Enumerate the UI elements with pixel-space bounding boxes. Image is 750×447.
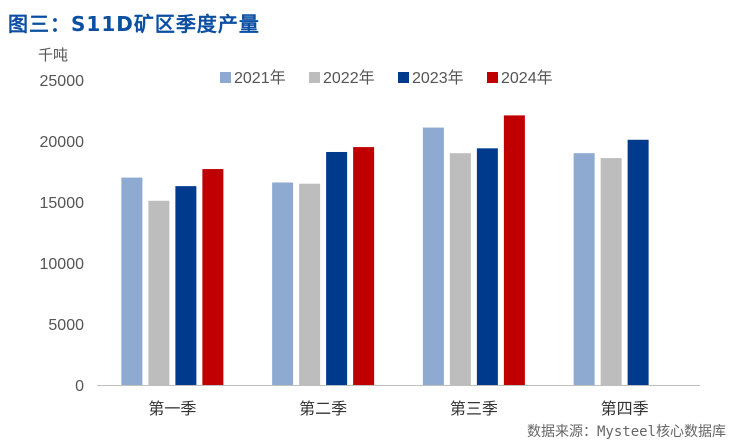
bar: [272, 182, 294, 385]
bar: [573, 153, 595, 385]
x-category-label: 第四季: [601, 399, 649, 418]
bar: [353, 147, 375, 385]
legend-label: 2021年: [234, 69, 286, 87]
legend-swatch: [398, 72, 409, 83]
bar: [326, 151, 348, 385]
bar: [600, 158, 622, 385]
bar: [202, 169, 224, 385]
x-category-label: 第二季: [299, 399, 347, 418]
source-note: 数据来源：Mysteel核心数据库: [526, 424, 726, 440]
y-tick-label: 20000: [40, 134, 85, 151]
bar: [503, 115, 525, 385]
y-tick-label: 15000: [40, 195, 85, 212]
bar: [175, 186, 197, 385]
bar: [121, 177, 143, 385]
y-tick-label: 0: [75, 378, 84, 395]
bar: [422, 127, 444, 385]
x-category-label: 第一季: [148, 399, 196, 418]
legend-label: 2024年: [501, 69, 553, 87]
y-axis-unit: 千吨: [38, 46, 69, 64]
x-category-label: 第三季: [450, 399, 498, 418]
chart-title: 图三：S11D矿区季度产量: [8, 12, 260, 36]
bar: [476, 148, 498, 385]
y-tick-label: 25000: [40, 73, 85, 90]
bar: [627, 139, 649, 385]
bar: [299, 183, 321, 385]
legend-swatch: [487, 72, 498, 83]
y-tick-label: 5000: [48, 317, 84, 334]
legend-label: 2022年: [323, 69, 375, 87]
legend-swatch: [220, 72, 231, 83]
bar: [449, 153, 471, 385]
legend-swatch: [309, 72, 320, 83]
bar: [148, 200, 170, 385]
legend-label: 2023年: [412, 69, 464, 87]
y-tick-label: 10000: [40, 256, 85, 273]
